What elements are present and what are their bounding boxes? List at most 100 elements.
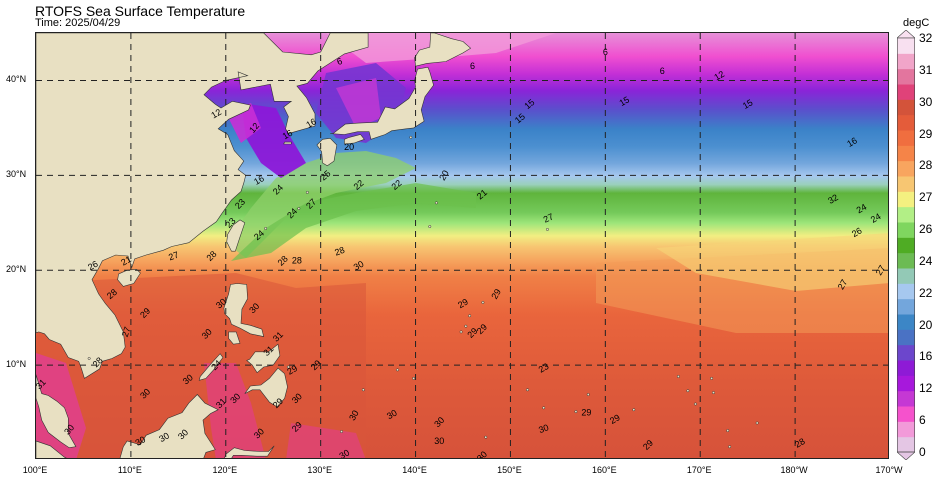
contour-label: 28 <box>292 256 302 266</box>
island <box>286 365 290 369</box>
x-tick-label: 180°W <box>780 465 808 475</box>
contour-label: 12 <box>712 69 726 83</box>
contour-label: 30 <box>252 426 266 440</box>
contour-label: 30 <box>62 423 76 437</box>
contour-label: 6 <box>336 56 344 67</box>
island <box>361 388 365 392</box>
colorbar-swatch <box>897 130 915 146</box>
contour-label: 28 <box>333 245 346 258</box>
shikoku <box>344 134 365 145</box>
colorbar-tick-label: 27 <box>919 190 933 205</box>
island <box>409 135 413 139</box>
y-tick-label: 20°N <box>6 264 27 275</box>
x-tick-label: 130°E <box>307 465 332 475</box>
sst-map[interactable]: 6 6 6 6 12 12 12 16 16 15 15 15 15 16 20 16 24 25 22 22 20 21… <box>35 32 889 459</box>
contour-label: 30 <box>347 409 361 423</box>
colorbar-swatch <box>897 222 915 238</box>
hainan <box>117 268 141 287</box>
colorbar-outline <box>897 37 915 453</box>
colorbar <box>897 30 915 460</box>
colorbar-tick-label: 12 <box>919 381 933 396</box>
contour-label: 31 <box>214 396 228 410</box>
contour-label: 15 <box>513 111 527 125</box>
colorbar-swatch <box>897 145 915 162</box>
island <box>542 406 546 410</box>
contour-label: 31 <box>36 377 48 391</box>
contour-label: 6 <box>660 66 665 76</box>
island <box>526 388 529 392</box>
contour-label: 6 <box>470 61 475 71</box>
contour-label: 15 <box>617 94 631 108</box>
contour-label: 15 <box>522 97 536 111</box>
contour-label: 30 <box>157 430 171 444</box>
contour-label: 30 <box>338 447 352 459</box>
colorbar-swatch <box>897 114 915 131</box>
colorbar-swatch <box>897 237 915 254</box>
island <box>468 314 472 318</box>
x-tick-label: 140°E <box>402 465 427 475</box>
contour-label: 28 <box>793 436 807 450</box>
contour-label: 30 <box>537 422 550 435</box>
colorbar-tick-label: 6 <box>919 413 926 428</box>
colorbar-swatch <box>897 298 915 315</box>
x-tick-label: 110°E <box>117 465 142 475</box>
contour-label: 30 <box>385 408 399 422</box>
contour-label: 12 <box>209 107 223 121</box>
contour-label: 21 <box>119 254 133 268</box>
island <box>726 429 730 433</box>
contour-label: 28 <box>105 287 119 301</box>
sumatra <box>36 440 67 458</box>
contour-label: 29 <box>290 420 304 434</box>
contour-label: 26 <box>86 259 100 273</box>
island <box>694 402 697 406</box>
island <box>264 227 268 230</box>
contour-label: 27 <box>120 325 133 338</box>
colorbar-swatch <box>897 160 915 177</box>
palawan <box>198 353 224 381</box>
colorbar-tick-label: 16 <box>919 349 933 364</box>
colorbar-swatch <box>897 344 915 361</box>
x-tick-label: 100°E <box>22 465 48 475</box>
colorbar-tick-label: 29 <box>919 126 933 141</box>
island <box>574 410 578 414</box>
colorbar-tick-label: 24 <box>919 253 933 268</box>
contour-label: 27 <box>167 250 180 263</box>
colorbar-extend-min <box>897 451 915 460</box>
contour-label: 29 <box>581 408 591 418</box>
colorbar-swatch <box>897 191 915 208</box>
contour-label: 24 <box>869 211 883 225</box>
contour-label: 20 <box>344 142 354 152</box>
colorbar-swatch <box>897 421 915 438</box>
contour-label: 16 <box>252 173 266 187</box>
colorbar-tick-label: 28 <box>919 158 933 173</box>
y-tick-label: 30°N <box>6 169 27 180</box>
contour-label: 27 <box>304 197 318 211</box>
island <box>484 435 488 439</box>
colorbar-swatch <box>897 84 915 100</box>
taiwan <box>226 219 246 252</box>
contour-label: 27 <box>874 263 888 277</box>
colorbar-swatch <box>897 375 915 392</box>
contour-label: 27 <box>836 278 850 292</box>
island <box>676 375 680 378</box>
island <box>712 391 715 395</box>
contour-label: 22 <box>352 178 366 192</box>
island <box>710 376 714 380</box>
colorbar-tick-label: 30 <box>919 94 933 109</box>
colorbar-swatch <box>897 206 915 223</box>
island <box>546 227 549 231</box>
colorbar-swatch <box>897 176 915 192</box>
contour-label: 23 <box>537 361 551 375</box>
contour-label: 32 <box>826 192 840 206</box>
contour-label: 26 <box>850 225 864 239</box>
mindoro-samar <box>228 331 241 345</box>
contour-label: 30 <box>290 391 304 405</box>
contour-label: 24 <box>271 182 285 196</box>
x-tick-label: 170°W <box>875 465 903 475</box>
y-tick-label: 10°N <box>6 359 27 370</box>
contour-label: 29 <box>475 322 489 336</box>
contour-label: 30 <box>200 327 214 341</box>
colorbar-tick-label: 26 <box>919 222 933 237</box>
hokkaido <box>414 33 472 67</box>
contour-label: 24 <box>285 206 299 220</box>
